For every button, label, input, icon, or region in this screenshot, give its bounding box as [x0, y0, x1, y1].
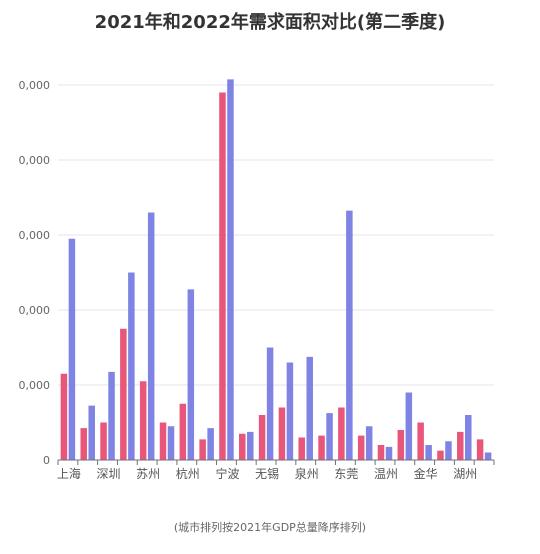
y-tick-label-0: 0: [43, 454, 50, 467]
x-tick-label-14: 东莞: [334, 467, 358, 481]
x-tick-label-4: 苏州: [136, 467, 160, 481]
bar-s1-东莞: [338, 407, 345, 460]
bar-s2-金华: [425, 445, 432, 460]
x-axis: 上海 深圳 苏州 杭州 宁波 无锡 泉州 东莞 温州 金华 湖州: [57, 459, 495, 481]
bar-s2-上海: [68, 238, 76, 460]
bar-s2-深圳: [108, 371, 115, 460]
bar-s1-肇庆: [476, 439, 484, 460]
bar-s1-北京: [80, 428, 87, 460]
y-tick-label-2: 0,000: [19, 304, 51, 317]
y-tick-label-3: 0,000: [19, 229, 51, 242]
chart-footnote: (城市排列按2021年GDP总量降序排列): [174, 520, 366, 534]
x-tick-label-20: 湖州: [453, 466, 477, 481]
chart-title: 2021年和2022年需求面积对比(第二季度): [95, 11, 446, 33]
bar-s1-武汉: [199, 439, 206, 460]
bar-s2-武汉: [207, 428, 214, 460]
bar-s2-杭州: [187, 289, 195, 460]
bar-s1-嘉兴: [437, 450, 444, 460]
bar-s1-成都: [159, 422, 167, 460]
bar-s2-嘉兴: [445, 441, 452, 460]
bar-s2-东莞: [346, 210, 353, 460]
bar-s1-湖州: [457, 431, 464, 460]
bar-s1-金华: [417, 422, 424, 460]
y-axis-ticks: 0 0,000 0,000 0,000 0,000 0,000: [19, 79, 51, 467]
bar-s2-宁波: [227, 79, 234, 460]
bar-s1-常州: [397, 430, 405, 460]
y-tick-label-1: 0,000: [19, 379, 51, 392]
bar-s2-佛山: [326, 413, 333, 460]
bar-s2-温州: [385, 446, 393, 460]
bar-s1-长沙: [278, 407, 286, 460]
bar-s1-泉州: [298, 437, 305, 460]
bar-s1-宁波: [219, 92, 226, 460]
bar-s2-合肥: [365, 426, 373, 460]
bar-s1-青岛: [239, 433, 246, 460]
x-tick-label-12: 泉州: [295, 467, 319, 481]
bar-s1-合肥: [357, 435, 365, 460]
bar-s2-无锡: [266, 347, 274, 460]
bar-s2-湖州: [465, 415, 472, 460]
x-tick-label-2: 深圳: [97, 467, 121, 481]
bar-s1-广州: [120, 328, 127, 460]
bar-s2-长沙: [286, 362, 294, 460]
bar-s2-成都: [167, 426, 175, 460]
x-tick-label-18: 金华: [414, 466, 438, 481]
bar-s1-苏州: [139, 381, 147, 460]
bar-s1-佛山: [318, 435, 325, 460]
bar-s1-温州: [377, 445, 385, 460]
y-tick-label-5: 0,000: [19, 79, 51, 92]
bar-s2-苏州: [147, 212, 155, 460]
bar-s1-深圳: [100, 422, 107, 460]
bar-s2-北京: [88, 405, 95, 460]
bar-s2-泉州: [306, 356, 313, 460]
bars: [60, 79, 492, 460]
x-tick-label-10: 无锡: [255, 466, 279, 481]
bar-s1-上海: [60, 373, 68, 460]
bar-s2-青岛: [247, 431, 254, 460]
bar-s2-广州: [128, 272, 135, 460]
y-tick-label-4: 0,000: [19, 154, 51, 167]
x-tick-label-6: 杭州: [176, 466, 200, 481]
bar-s1-杭州: [179, 403, 187, 460]
bar-s1-无锡: [258, 415, 266, 460]
bar-s2-肇庆: [484, 452, 492, 460]
x-tick-label-16: 温州: [374, 467, 398, 481]
bar-s2-常州: [405, 392, 413, 460]
x-tick-label-8: 宁波: [215, 466, 239, 481]
x-tick-label-0: 上海: [57, 466, 81, 481]
